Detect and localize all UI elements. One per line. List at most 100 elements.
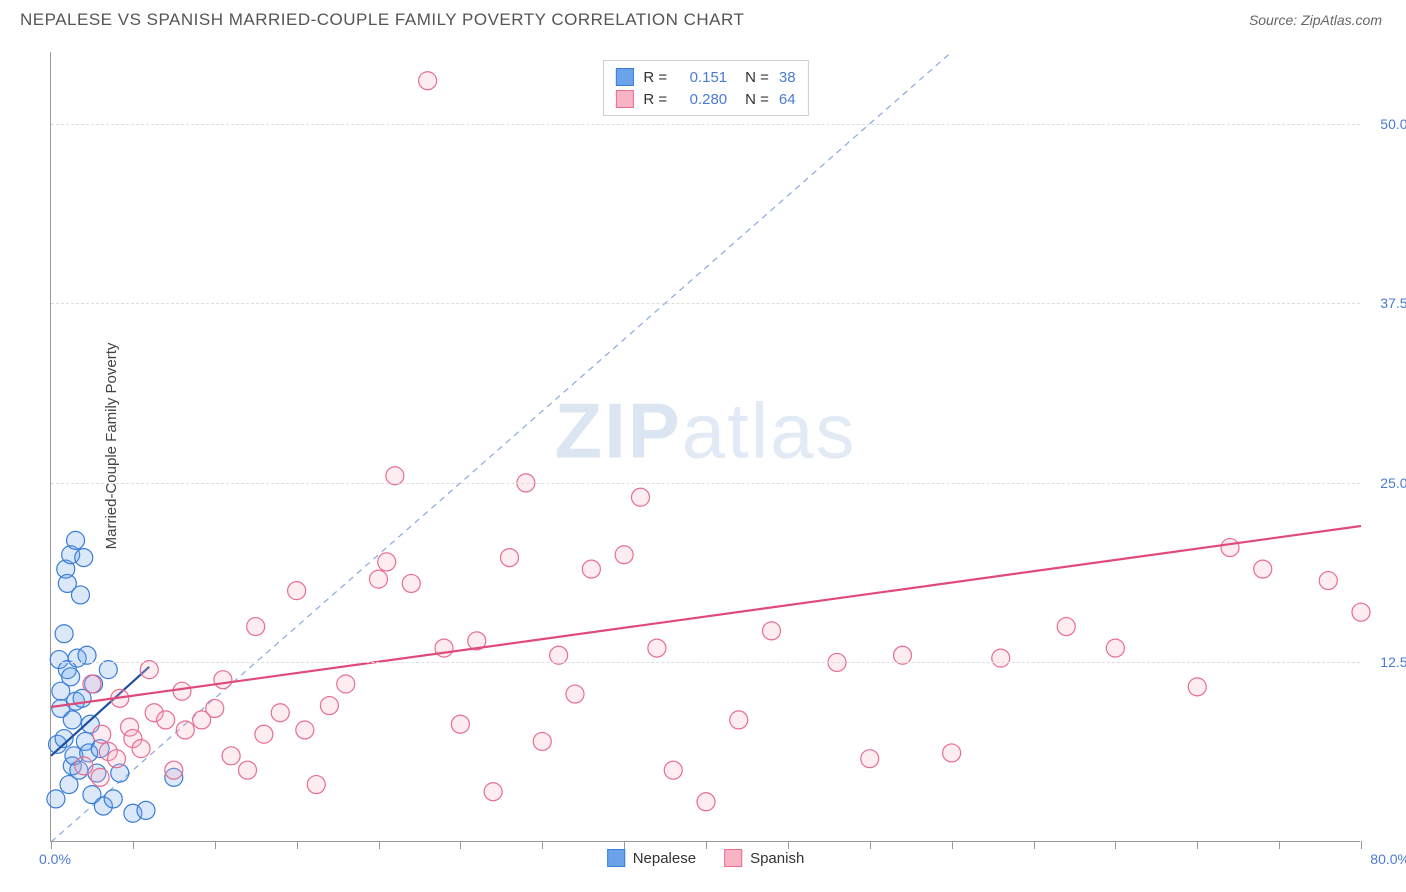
data-point-spanish	[402, 574, 420, 592]
data-point-spanish	[582, 560, 600, 578]
x-tick	[870, 841, 871, 849]
x-axis-max-label: 80.0%	[1370, 851, 1406, 867]
x-axis-min-label: 0.0%	[39, 851, 71, 867]
data-point-nepalese	[55, 625, 73, 643]
data-point-spanish	[176, 721, 194, 739]
data-point-spanish	[451, 715, 469, 733]
data-point-spanish	[1319, 572, 1337, 590]
data-point-spanish	[763, 622, 781, 640]
chart-title: NEPALESE VS SPANISH MARRIED-COUPLE FAMIL…	[20, 10, 744, 30]
data-point-spanish	[1221, 539, 1239, 557]
n-value-spanish: 64	[779, 91, 796, 108]
r-value-nepalese: 0.151	[677, 69, 727, 86]
data-point-nepalese	[67, 531, 85, 549]
data-point-spanish	[157, 711, 175, 729]
x-tick	[542, 841, 543, 849]
data-point-spanish	[288, 582, 306, 600]
chart-header: NEPALESE VS SPANISH MARRIED-COUPLE FAMIL…	[0, 0, 1406, 36]
swatch-spanish-bottom	[724, 849, 742, 867]
data-point-spanish	[320, 697, 338, 715]
data-point-spanish	[271, 704, 289, 722]
r-value-spanish: 0.280	[677, 91, 727, 108]
x-tick	[1361, 841, 1362, 849]
data-point-spanish	[247, 618, 265, 636]
data-point-nepalese	[47, 790, 65, 808]
data-point-spanish	[214, 671, 232, 689]
r-prefix: R =	[643, 91, 667, 108]
data-point-spanish	[730, 711, 748, 729]
data-point-spanish	[75, 757, 93, 775]
data-point-spanish	[861, 750, 879, 768]
data-point-nepalese	[75, 549, 93, 567]
x-tick	[133, 841, 134, 849]
data-point-spanish	[132, 740, 150, 758]
gridline-h: 37.5%	[51, 303, 1360, 304]
data-point-spanish	[648, 639, 666, 657]
data-point-nepalese	[63, 711, 81, 729]
legend-item-nepalese: Nepalese	[607, 849, 696, 867]
y-tick-label: 25.0%	[1380, 475, 1406, 491]
data-point-spanish	[992, 649, 1010, 667]
data-point-nepalese	[137, 801, 155, 819]
n-prefix: N =	[745, 91, 769, 108]
data-point-spanish	[255, 725, 273, 743]
x-tick	[788, 841, 789, 849]
data-point-spanish	[1352, 603, 1370, 621]
source-label: Source:	[1249, 12, 1301, 28]
data-point-spanish	[296, 721, 314, 739]
scatter-plot-svg	[51, 52, 1360, 841]
data-point-spanish	[533, 732, 551, 750]
legend-row-spanish: R = 0.280 N = 64	[615, 88, 795, 110]
source-attribution: Source: ZipAtlas.com	[1249, 12, 1382, 28]
legend-label-nepalese: Nepalese	[633, 850, 696, 867]
correlation-legend: R = 0.151 N = 38 R = 0.280 N = 64	[602, 60, 808, 116]
data-point-spanish	[93, 725, 111, 743]
data-point-spanish	[1188, 678, 1206, 696]
legend-row-nepalese: R = 0.151 N = 38	[615, 66, 795, 88]
y-tick-label: 50.0%	[1380, 116, 1406, 132]
data-point-spanish	[91, 768, 109, 786]
data-point-spanish	[108, 750, 126, 768]
data-point-spanish	[943, 744, 961, 762]
data-point-nepalese	[104, 790, 122, 808]
x-tick	[460, 841, 461, 849]
x-tick	[952, 841, 953, 849]
data-point-spanish	[484, 783, 502, 801]
data-point-spanish	[566, 685, 584, 703]
data-point-spanish	[83, 675, 101, 693]
data-point-nepalese	[71, 586, 89, 604]
x-tick	[1034, 841, 1035, 849]
data-point-spanish	[165, 761, 183, 779]
gridline-h: 25.0%	[51, 483, 1360, 484]
data-point-spanish	[206, 699, 224, 717]
trend-line-spanish	[51, 526, 1361, 707]
swatch-nepalese	[615, 68, 633, 86]
x-tick	[1197, 841, 1198, 849]
data-point-spanish	[307, 776, 325, 794]
gridline-h: 12.5%	[51, 662, 1360, 663]
x-tick	[297, 841, 298, 849]
swatch-spanish	[615, 90, 633, 108]
data-point-spanish	[173, 682, 191, 700]
n-prefix: N =	[745, 69, 769, 86]
legend-item-spanish: Spanish	[724, 849, 804, 867]
data-point-spanish	[378, 553, 396, 571]
data-point-spanish	[501, 549, 519, 567]
data-point-spanish	[615, 546, 633, 564]
n-value-nepalese: 38	[779, 69, 796, 86]
data-point-spanish	[1057, 618, 1075, 636]
series-legend: Nepalese Spanish	[607, 849, 805, 867]
x-tick	[624, 841, 625, 849]
data-point-nepalese	[62, 668, 80, 686]
data-point-spanish	[632, 488, 650, 506]
data-point-spanish	[337, 675, 355, 693]
x-tick	[379, 841, 380, 849]
y-tick-label: 37.5%	[1380, 295, 1406, 311]
data-point-spanish	[664, 761, 682, 779]
r-prefix: R =	[643, 69, 667, 86]
x-tick	[1279, 841, 1280, 849]
swatch-nepalese-bottom	[607, 849, 625, 867]
data-point-spanish	[419, 72, 437, 90]
data-point-spanish	[222, 747, 240, 765]
x-tick	[51, 841, 52, 849]
